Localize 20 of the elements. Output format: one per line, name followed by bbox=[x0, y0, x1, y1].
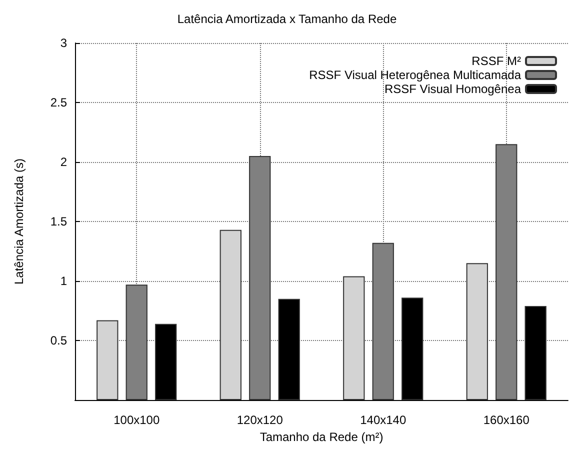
y-tick-label: 3 bbox=[60, 36, 68, 50]
y-tick-label: 1.5 bbox=[50, 214, 68, 228]
chart-title: Latência Amortizada x Tamanho da Rede bbox=[177, 12, 397, 26]
x-tick-label: 100x100 bbox=[114, 413, 160, 427]
legend-label: RSSF Visual Heterogênea Multicamada bbox=[309, 68, 522, 82]
bar bbox=[466, 263, 488, 400]
x-axis-title: Tamanho da Rede (m²) bbox=[260, 430, 384, 444]
x-tick-label: 120x120 bbox=[236, 413, 284, 427]
x-tick-label: 160x160 bbox=[483, 413, 530, 427]
bar bbox=[220, 230, 242, 400]
x-tick-label: 140x140 bbox=[360, 413, 406, 427]
bar bbox=[96, 320, 118, 400]
y-tick-label: 1 bbox=[60, 274, 68, 288]
y-axis-title: Latência Amortizada (s) bbox=[12, 158, 26, 285]
legend-label: RSSF Visual Homogênea bbox=[384, 82, 522, 96]
y-tick-label: 2 bbox=[60, 155, 68, 169]
y-tick-label: 0.5 bbox=[50, 334, 68, 348]
y-tick-label: 2.5 bbox=[50, 96, 68, 110]
bar bbox=[343, 276, 365, 400]
legend-label: RSSF M² bbox=[472, 54, 521, 68]
